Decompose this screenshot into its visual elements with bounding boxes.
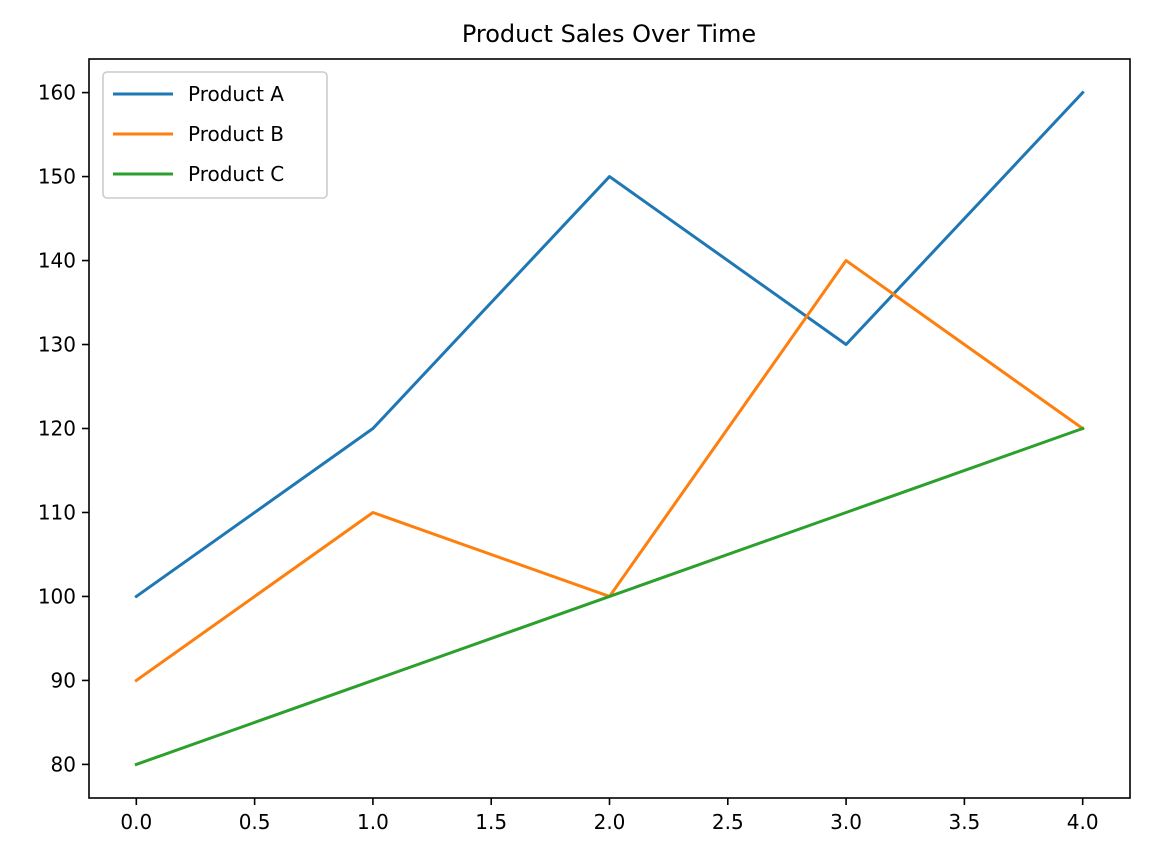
x-tick-label: 2.5 bbox=[712, 810, 744, 834]
x-tick-label: 0.5 bbox=[239, 810, 271, 834]
x-tick-label: 1.5 bbox=[475, 810, 507, 834]
y-tick-label: 100 bbox=[38, 584, 76, 608]
y-tick-label: 160 bbox=[38, 81, 76, 105]
y-tick-label: 80 bbox=[51, 752, 76, 776]
y-axis: 80 90 100 110 120 130 140 150 160 bbox=[38, 81, 89, 776]
x-tick-label: 3.0 bbox=[830, 810, 862, 834]
y-tick-label: 120 bbox=[38, 417, 76, 441]
series-line-1 bbox=[134, 90, 1085, 599]
y-tick-label: 130 bbox=[38, 333, 76, 357]
legend-box bbox=[102, 71, 328, 199]
chart-title: Product Sales Over Time bbox=[462, 20, 756, 48]
series-line-3 bbox=[134, 426, 1085, 767]
x-tick-label: 3.5 bbox=[948, 810, 980, 834]
y-tick-label: 110 bbox=[38, 500, 76, 524]
x-tick-label: 0.0 bbox=[120, 810, 152, 834]
legend-label: Product C bbox=[188, 162, 284, 186]
legend-label: Product A bbox=[188, 82, 284, 106]
y-tick-label: 140 bbox=[38, 249, 76, 273]
legend: Product A Product B Product C bbox=[102, 71, 328, 199]
x-tick-label: 1.0 bbox=[357, 810, 389, 834]
series-line-2 bbox=[134, 259, 1085, 683]
y-tick-label: 150 bbox=[38, 165, 76, 189]
legend-label: Product B bbox=[188, 122, 284, 146]
y-tick-label: 90 bbox=[51, 668, 76, 692]
x-axis: 0.0 0.5 1.0 1.5 2.0 2.5 3.0 3.5 4.0 bbox=[120, 798, 1099, 834]
series-group bbox=[134, 90, 1085, 767]
x-tick-label: 4.0 bbox=[1067, 810, 1099, 834]
x-tick-label: 2.0 bbox=[594, 810, 626, 834]
